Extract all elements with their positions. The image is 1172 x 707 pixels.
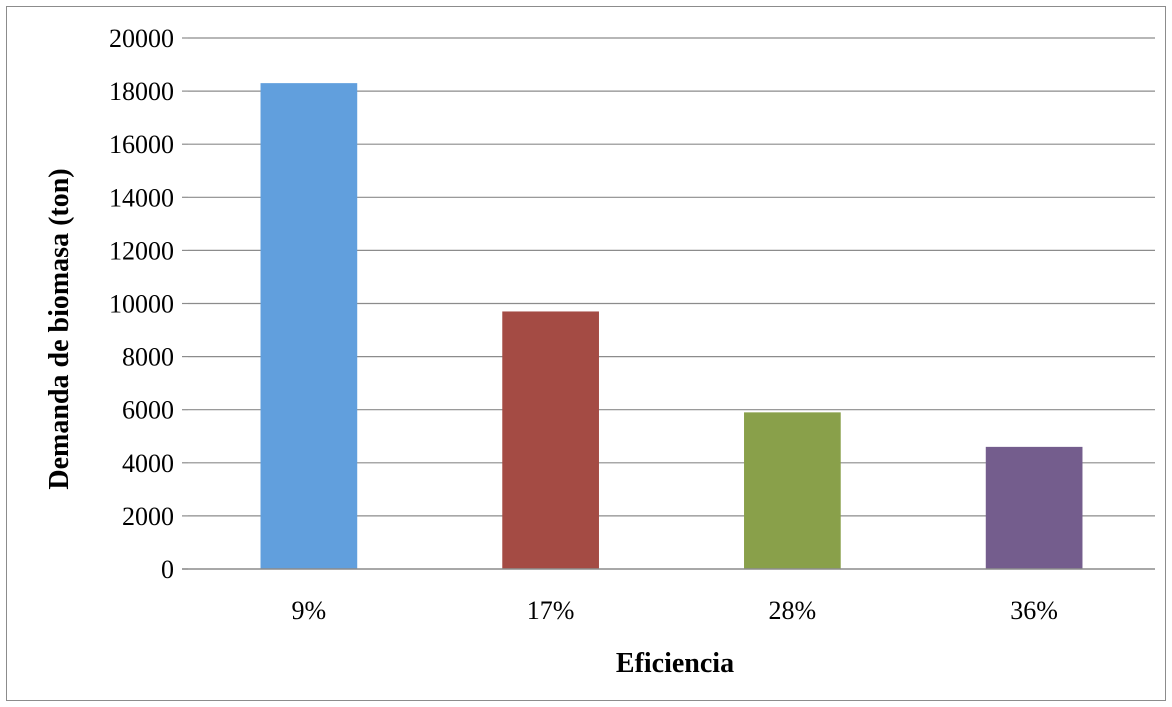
y-tick-label: 2000 [122, 502, 174, 531]
bar-9pct [260, 83, 358, 569]
x-tick-label: 17% [527, 596, 575, 625]
y-tick-label: 8000 [122, 343, 174, 372]
y-axis-title: Demanda de biomasa (ton) [44, 168, 75, 489]
y-axis-ticks: 0 2000 4000 6000 8000 10000 12000 14000 16000 180… [109, 24, 188, 584]
y-tick-label: 6000 [122, 396, 174, 425]
y-tick-label: 16000 [109, 130, 174, 159]
y-tick-label: 18000 [109, 77, 174, 106]
y-tick-label: 12000 [109, 236, 174, 265]
y-tick-label: 20000 [109, 24, 174, 53]
bar-17pct [502, 311, 599, 569]
bar-28pct [744, 412, 841, 569]
y-tick-label: 10000 [109, 290, 174, 319]
y-tick-label: 14000 [109, 183, 174, 212]
x-tick-label: 9% [292, 596, 327, 625]
bar-36pct [985, 446, 1083, 569]
x-axis-title: Eficiencia [616, 648, 734, 679]
y-tick-label: 0 [161, 555, 174, 584]
y-tick-label: 4000 [122, 449, 174, 478]
bars [260, 83, 1083, 569]
x-tick-label: 36% [1010, 596, 1058, 625]
x-axis-ticks: 9% 17% 28% 36% [292, 596, 1058, 625]
x-tick-label: 28% [769, 596, 817, 625]
